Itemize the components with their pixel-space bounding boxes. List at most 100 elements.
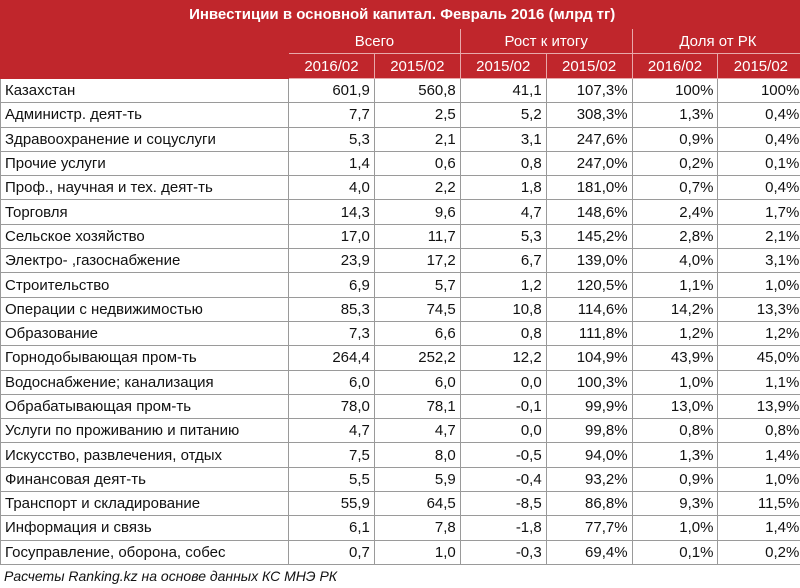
table-cell: 0,4%: [717, 102, 800, 128]
column-header: 2015/02: [545, 53, 633, 79]
table-cell: 0,4%: [717, 126, 800, 152]
table-cell: 100%: [717, 77, 800, 104]
group-header-growth: Рост к итогу: [459, 28, 633, 54]
table-cell: 0,8%: [717, 418, 800, 444]
table-cell: 6,6: [373, 320, 461, 347]
table-cell: 0,2%: [631, 150, 719, 177]
column-header: 2015/02: [373, 53, 461, 79]
table-cell: 7,5: [288, 442, 375, 468]
table-cell: -0,1: [459, 393, 547, 420]
table-cell: 1,0%: [717, 272, 800, 298]
table-cell: 77,7%: [545, 515, 633, 541]
table-cell: 148,6%: [545, 199, 633, 225]
table-cell: 308,3%: [545, 102, 633, 128]
table-row: Прочие услуги 1,4 0,6 0,8 247,0% 0,2% 0,1%: [0, 150, 800, 177]
table-cell: 5,7: [373, 272, 461, 298]
row-label: Искусство, развлечения, отдых: [0, 442, 289, 468]
source-footnote: Расчеты Ranking.kz на основе данных КС М…: [4, 567, 338, 584]
table-cell: 1,2: [459, 272, 547, 298]
table-cell: 100%: [631, 77, 719, 104]
table-cell: 1,1%: [717, 369, 800, 395]
table-cell: 100,3%: [545, 369, 633, 395]
table-cell: 145,2%: [545, 223, 633, 250]
table-cell: 560,8: [373, 77, 461, 104]
table-cell: 1,4%: [717, 442, 800, 468]
table-cell: 85,3: [288, 296, 375, 322]
row-label: Услуги по проживанию и питанию: [0, 418, 289, 444]
table-cell: 5,3: [459, 223, 547, 250]
table-cell: 0,6: [373, 150, 461, 177]
column-header: 2016/02: [288, 53, 375, 79]
table-cell: 0,0: [459, 418, 547, 444]
table-cell: 1,2%: [717, 320, 800, 347]
group-header-total: Всего: [288, 28, 461, 54]
row-label: Электро- ,газоснабжение: [0, 248, 289, 274]
table-title: Инвестиции в основной капитал. Февраль 2…: [0, 0, 800, 29]
table-cell: 17,0: [288, 223, 375, 250]
table-cell: 2,1%: [717, 223, 800, 250]
table-cell: -0,5: [459, 442, 547, 468]
table-row: Информация и связь 6,1 7,8 -1,8 77,7% 1,0% 1,4…: [0, 515, 800, 541]
table-cell: 4,0: [288, 175, 375, 201]
row-label: Администр. деят-ть: [0, 102, 289, 128]
table-cell: 1,0%: [717, 466, 800, 493]
table-row: Операции с недвижимостью 85,3 74,5 10,8 114,…: [0, 296, 800, 322]
table-cell: 4,7: [459, 199, 547, 225]
table-cell: -8,5: [459, 491, 547, 517]
row-label: Госуправление, оборона, собес: [0, 539, 289, 565]
table-cell: 7,3: [288, 320, 375, 347]
table-cell: -0,4: [459, 466, 547, 493]
table-cell: 1,3%: [631, 442, 719, 468]
table-cell: 1,0%: [631, 515, 719, 541]
table-cell: 181,0%: [545, 175, 633, 201]
row-label: Сельское хозяйство: [0, 223, 289, 250]
row-label: Торговля: [0, 199, 289, 225]
row-label: Казахстан: [0, 77, 289, 104]
table-cell: 69,4%: [545, 539, 633, 565]
table-cell: 13,3%: [717, 296, 800, 322]
table-cell: 11,5%: [717, 491, 800, 517]
table-cell: 0,9%: [631, 466, 719, 493]
table-cell: 11,7: [373, 223, 461, 250]
table-cell: 1,3%: [631, 102, 719, 128]
table-cell: 13,9%: [717, 393, 800, 420]
table-cell: 43,9%: [631, 345, 719, 371]
table-row: Здравоохранение и соцуслуги 5,3 2,1 3,1 247,…: [0, 126, 800, 152]
table-row: Услуги по проживанию и питанию 4,7 4,7 0,0 9…: [0, 418, 800, 444]
table-row: Торговля 14,3 9,6 4,7 148,6% 2,4% 1,7%: [0, 199, 800, 225]
table-cell: 120,5%: [545, 272, 633, 298]
year-header-row: 2016/02 2015/02 2015/02 2015/02 2016/02 …: [1, 53, 800, 79]
table-cell: 6,9: [288, 272, 375, 298]
table-cell: 14,3: [288, 199, 375, 225]
table-cell: 104,9%: [545, 345, 633, 371]
table-cell: 6,1: [288, 515, 375, 541]
table-cell: 1,1%: [631, 272, 719, 298]
column-header: 2015/02: [717, 53, 800, 79]
table-cell: 6,0: [288, 369, 375, 395]
table-cell: 17,2: [373, 248, 461, 274]
table-cell: 0,4%: [717, 175, 800, 201]
table-cell: 2,8%: [631, 223, 719, 250]
table-cell: 247,6%: [545, 126, 633, 152]
table-cell: 41,1: [459, 77, 547, 104]
table-cell: 9,6: [373, 199, 461, 225]
table-cell: 9,3%: [631, 491, 719, 517]
table-cell: 0,9%: [631, 126, 719, 152]
table-cell: 2,1: [373, 126, 461, 152]
table-cell: 111,8%: [545, 320, 633, 347]
table-cell: 13,0%: [631, 393, 719, 420]
table-row: Транспорт и складирование 55,9 64,5 -8,5 86,…: [0, 491, 800, 517]
table-cell: 23,9: [288, 248, 375, 274]
table-cell: 5,3: [288, 126, 375, 152]
table-row: Образование 7,3 6,6 0,8 111,8% 1,2% 1,2%: [0, 320, 800, 347]
table-row: Администр. деят-ть 7,7 2,5 5,2 308,3% 1,3% 0,4…: [0, 102, 800, 128]
table-cell: 8,0: [373, 442, 461, 468]
table-cell: 247,0%: [545, 150, 633, 177]
title-row: Инвестиции в основной капитал. Февраль 2…: [0, 0, 800, 29]
table-row: Госуправление, оборона, собес 0,7 1,0 -0,3 6…: [0, 539, 800, 565]
table-cell: 99,9%: [545, 393, 633, 420]
table-row: Водоснабжение; канализация 6,0 6,0 0,0 100,3…: [0, 369, 800, 395]
table-cell: 93,2%: [545, 466, 633, 493]
table-cell: 78,1: [373, 393, 461, 420]
table-cell: 4,0%: [631, 248, 719, 274]
